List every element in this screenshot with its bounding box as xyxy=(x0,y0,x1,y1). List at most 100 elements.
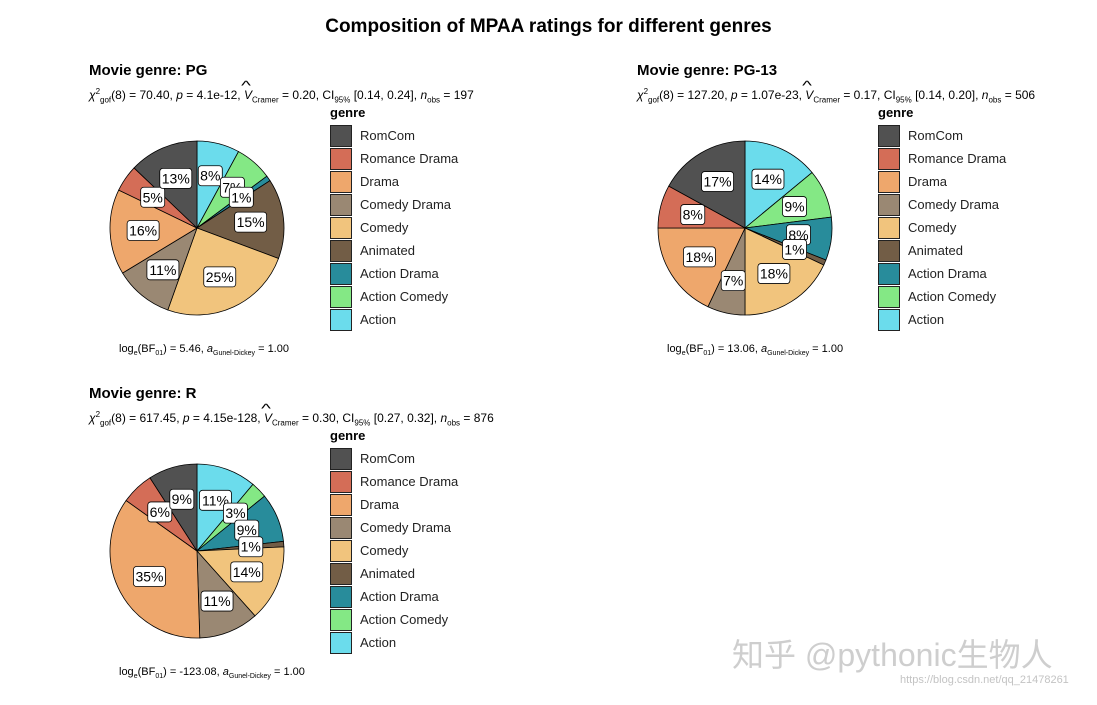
legend-swatch xyxy=(330,193,352,216)
slice-label-text: 11% xyxy=(204,593,231,609)
slice-label-box xyxy=(683,246,716,268)
slice-label-box xyxy=(757,263,791,284)
legend-label: Action xyxy=(360,312,397,327)
slice-label-text: 8% xyxy=(200,168,220,184)
p-value: 4.15e-128 xyxy=(203,411,258,425)
legend-swatch xyxy=(878,262,900,285)
v-symbol: V xyxy=(805,88,813,102)
legend-swatch xyxy=(330,124,352,147)
legend-label: Drama xyxy=(908,174,948,189)
legend-title: genre xyxy=(878,105,914,120)
legend-title: genre xyxy=(330,428,366,443)
legend-label: Comedy xyxy=(908,220,957,235)
legend-label: RomCom xyxy=(360,128,415,143)
slice-label: 35% xyxy=(133,566,166,587)
slice-label-text: 18% xyxy=(685,249,713,265)
legend-item: Action Comedy xyxy=(330,608,458,631)
slice-label-text: 7% xyxy=(723,273,743,289)
legend-item: Comedy xyxy=(330,216,458,239)
legend-label: Comedy Drama xyxy=(908,197,1000,212)
legend-item: RomCom xyxy=(878,124,1006,147)
slice-label-text: 16% xyxy=(129,223,157,239)
legend-item: Animated xyxy=(330,239,458,262)
legend-item: Comedy Drama xyxy=(330,516,458,539)
legend-label: Action Drama xyxy=(908,266,987,281)
panel-subtitle: χ2gof(8) = 70.40, p = 4.1e-12, VCramer =… xyxy=(89,87,474,104)
pie-panel: Movie genre: R χ2gof(8) = 617.45, p = 4.1… xyxy=(89,385,609,705)
slice-label-box xyxy=(169,488,195,510)
p-symbol: p xyxy=(176,88,183,102)
chi2-value: 617.45 xyxy=(139,411,177,425)
legend-swatch xyxy=(330,562,352,585)
legend-swatch xyxy=(330,631,352,654)
legend-item: Drama xyxy=(330,493,458,516)
cramer-v-value: 0.20 xyxy=(292,88,316,102)
pie-panel: Movie genre: PG-13 χ2gof(8) = 127.20, p =… xyxy=(637,62,1097,382)
df-value: 8 xyxy=(115,411,122,425)
legend-label: RomCom xyxy=(360,451,415,466)
slice-label-box xyxy=(720,270,746,292)
chi2-value: 127.20 xyxy=(687,88,725,102)
legend: genre RomCom Romance Drama Drama Comedy Dram… xyxy=(330,105,458,331)
legend-item: RomCom xyxy=(330,447,458,470)
legend-item: Romance Drama xyxy=(878,147,1006,170)
legend-item: Drama xyxy=(330,170,458,193)
slice-label-text: 8% xyxy=(683,207,703,223)
legend-label: RomCom xyxy=(908,128,963,143)
a-value: 1.00 xyxy=(821,343,844,355)
slice-label-text: 9% xyxy=(172,491,192,507)
p-value: 4.1e-12 xyxy=(196,88,238,102)
v-symbol: V xyxy=(264,411,272,425)
legend-label: Comedy xyxy=(360,543,409,558)
pie-panel: Movie genre: PG χ2gof(8) = 70.40, p = 4.1… xyxy=(89,62,609,382)
slice-label-box xyxy=(126,220,160,241)
slice-label: 9% xyxy=(234,519,260,541)
legend-swatch xyxy=(330,585,352,608)
legend-label: Romance Drama xyxy=(360,151,459,166)
n-symbol: n xyxy=(440,411,448,425)
legend-item: Action Comedy xyxy=(878,285,1006,308)
slice-label: 9% xyxy=(169,488,195,510)
slice-label-text: 6% xyxy=(150,504,170,520)
legend-item: Animated xyxy=(330,562,458,585)
legend: genre RomCom Romance Drama Drama Comedy Dram… xyxy=(330,428,458,654)
slice-label: 18% xyxy=(757,263,791,284)
legend-item: Animated xyxy=(878,239,1006,262)
legend-item: Comedy xyxy=(878,216,1006,239)
slice-label: 25% xyxy=(203,266,237,288)
slice-label-text: 13% xyxy=(162,170,190,186)
slice-label-text: 9% xyxy=(237,522,257,538)
slice-label: 1% xyxy=(238,536,264,558)
legend-swatch xyxy=(878,193,900,216)
p-symbol: p xyxy=(730,88,738,102)
legend-item: Action Comedy xyxy=(330,285,458,308)
slice-label-box xyxy=(228,186,254,208)
legend-swatch xyxy=(330,608,352,631)
pie-chart: 14%9%8%1%18%7%18%8%17% xyxy=(657,140,833,316)
legend-swatch xyxy=(330,216,352,239)
slice-label-box xyxy=(680,204,706,225)
slice-label: 3% xyxy=(223,502,248,524)
legend-swatch xyxy=(330,147,352,170)
cramer-v-value: 0.30 xyxy=(312,411,336,425)
slice-label-box xyxy=(782,196,807,217)
watermark: 知乎 @pythonic生物人 xyxy=(732,637,1053,673)
slice-label-box xyxy=(147,501,173,523)
slice-label-text: 11% xyxy=(202,492,229,508)
legend-item: Romance Drama xyxy=(330,147,458,170)
slice-label-box xyxy=(146,259,180,281)
legend-swatch xyxy=(878,285,900,308)
a-value: 1.00 xyxy=(283,666,305,678)
slice-label-text: 17% xyxy=(704,174,732,190)
slice-label-box xyxy=(140,186,166,208)
slice-label: 5% xyxy=(140,186,166,208)
n-symbol: n xyxy=(420,88,428,102)
watermark-url: https://blog.csdn.net/qq_21478261 xyxy=(900,674,1069,686)
slice-label: 18% xyxy=(683,246,716,268)
slice-label-text: 15% xyxy=(237,214,265,230)
slice-label-text: 3% xyxy=(225,505,245,521)
slice-label: 11% xyxy=(200,590,234,612)
panel-title: Movie genre: PG xyxy=(89,62,208,79)
cramer-v-value: 0.17 xyxy=(853,88,878,102)
slice-label: 6% xyxy=(147,501,173,523)
